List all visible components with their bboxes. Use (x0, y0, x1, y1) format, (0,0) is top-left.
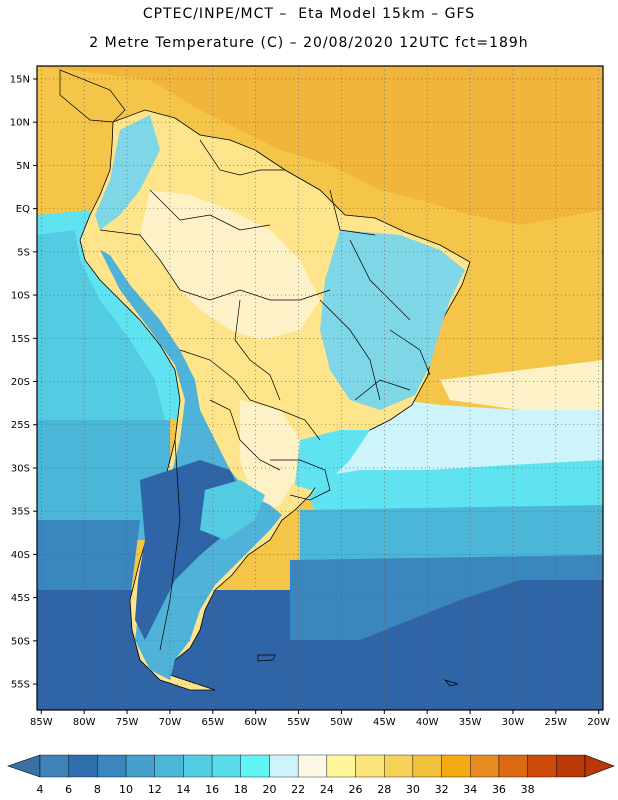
colorbar-label: 32 (434, 783, 449, 796)
lat-tick-label: 25S (11, 420, 30, 431)
lon-tick-label: 45W (373, 717, 396, 728)
lon-tick-label: 75W (116, 717, 139, 728)
map-field (37, 66, 603, 710)
lat-tick-label: 5N (16, 161, 30, 172)
parana-pale (240, 400, 300, 510)
country-borders (99, 139, 431, 651)
longitude-ticks: 85W 80W 75W 70W 65W 60W 55W 50W 45W 40W 35W 30W 25W 2… (30, 710, 610, 728)
map-title-line2: 2 Metre Temperature (C) – 20/08/2020 12U… (89, 35, 529, 51)
colorbar-swatch (355, 754, 385, 778)
latitude-ticks: 15N 10N 5N EQ 5S 10S 15S 20S 25S 30S 35S 40S 45S 50S 5… (10, 74, 37, 691)
andes-north-cool (95, 115, 160, 230)
atlantic-deep-band (360, 580, 603, 710)
lon-tick-label: 30W (502, 717, 525, 728)
lat-tick-label: 5S (17, 247, 30, 258)
lat-tick-label: 15N (10, 74, 30, 85)
colorbar-label: 18 (233, 783, 248, 796)
colorbar (7, 754, 615, 778)
colorbar-label: 8 (93, 783, 101, 796)
lat-tick-label: 30S (11, 463, 30, 474)
falklands-island (257, 654, 276, 662)
colorbar-left-arrow (7, 754, 41, 778)
colorbar-label: 4 (36, 783, 44, 796)
colorbar-label: 24 (319, 783, 334, 796)
colorbar-label: 20 (262, 783, 277, 796)
south-georgia-island (443, 679, 460, 687)
lat-tick-label: 45S (11, 593, 30, 604)
lat-tick-label: 50S (11, 636, 30, 647)
south-brazil-cyan (295, 430, 370, 490)
lon-tick-label: 40W (416, 717, 439, 728)
colorbar-label: 22 (291, 783, 306, 796)
colorbar-label: 28 (377, 783, 392, 796)
lat-tick-label: 20S (11, 377, 30, 388)
colorbar-swatch (441, 754, 471, 778)
lon-tick-label: 55W (287, 717, 310, 728)
lat-tick-label: 10N (10, 118, 30, 129)
lon-tick-label: 25W (545, 717, 568, 728)
colorbar-label: 6 (65, 783, 73, 796)
lon-tick-label: 65W (201, 717, 224, 728)
colorbar-swatch (269, 754, 299, 778)
colorbar-swatch (68, 754, 98, 778)
colorbar-swatch (498, 754, 528, 778)
lat-tick-label: EQ (16, 204, 30, 215)
colorbar-label: 10 (119, 783, 134, 796)
pacific-band-4 (37, 520, 140, 600)
lat-tick-label: 10S (11, 291, 30, 302)
colorbar-swatch (211, 754, 241, 778)
colorbar-swatch (39, 754, 69, 778)
colorbar-swatch (240, 754, 270, 778)
brazil-east-cool (320, 230, 465, 410)
pampas-cyan (200, 480, 265, 540)
lon-tick-label: 60W (244, 717, 267, 728)
map-frame (36, 65, 604, 711)
colorbar-right-arrow (584, 754, 615, 778)
lon-tick-label: 80W (73, 717, 96, 728)
lon-tick-label: 50W (330, 717, 353, 728)
lon-tick-label: 35W (459, 717, 482, 728)
amazon-pale (140, 190, 320, 340)
lon-tick-label: 20W (587, 717, 610, 728)
map-gridlines (37, 66, 603, 710)
warm-ocean-north (37, 66, 603, 225)
colorbar-swatch (384, 754, 414, 778)
colorbar-swatch (125, 754, 155, 778)
colorbar-swatch (412, 754, 442, 778)
lat-tick-label: 15S (11, 334, 30, 345)
colorbar-swatch (326, 754, 356, 778)
pacific-band-3 (37, 420, 170, 540)
colorbar-label: 36 (491, 783, 506, 796)
colorbar-swatch (154, 754, 184, 778)
colorbar-label: 16 (205, 783, 220, 796)
lon-tick-label: 85W (30, 717, 53, 728)
colorbar-swatch (183, 754, 213, 778)
lat-tick-label: 40S (11, 550, 30, 561)
pacific-band-2 (37, 230, 165, 420)
colorbar-label: 26 (348, 783, 363, 796)
lat-tick-label: 35S (11, 507, 30, 518)
atlantic-cream-band (440, 360, 603, 410)
colorbar-swatch (97, 754, 127, 778)
colorbar-swatch (556, 754, 586, 778)
colorbar-label: 38 (520, 783, 535, 796)
colorbar-swatch (297, 754, 328, 778)
colorbar-label: 34 (463, 783, 478, 796)
lon-tick-label: 70W (159, 717, 182, 728)
colorbar-label: 30 (405, 783, 420, 796)
map-title-line1: CPTEC/INPE/MCT – Eta Model 15km – GFS (142, 6, 476, 22)
colorbar-label: 12 (147, 783, 162, 796)
colorbar-swatch (470, 754, 500, 778)
lat-tick-label: 55S (11, 680, 30, 691)
colorbar-swatch (527, 754, 557, 778)
colorbar-label: 14 (176, 783, 191, 796)
